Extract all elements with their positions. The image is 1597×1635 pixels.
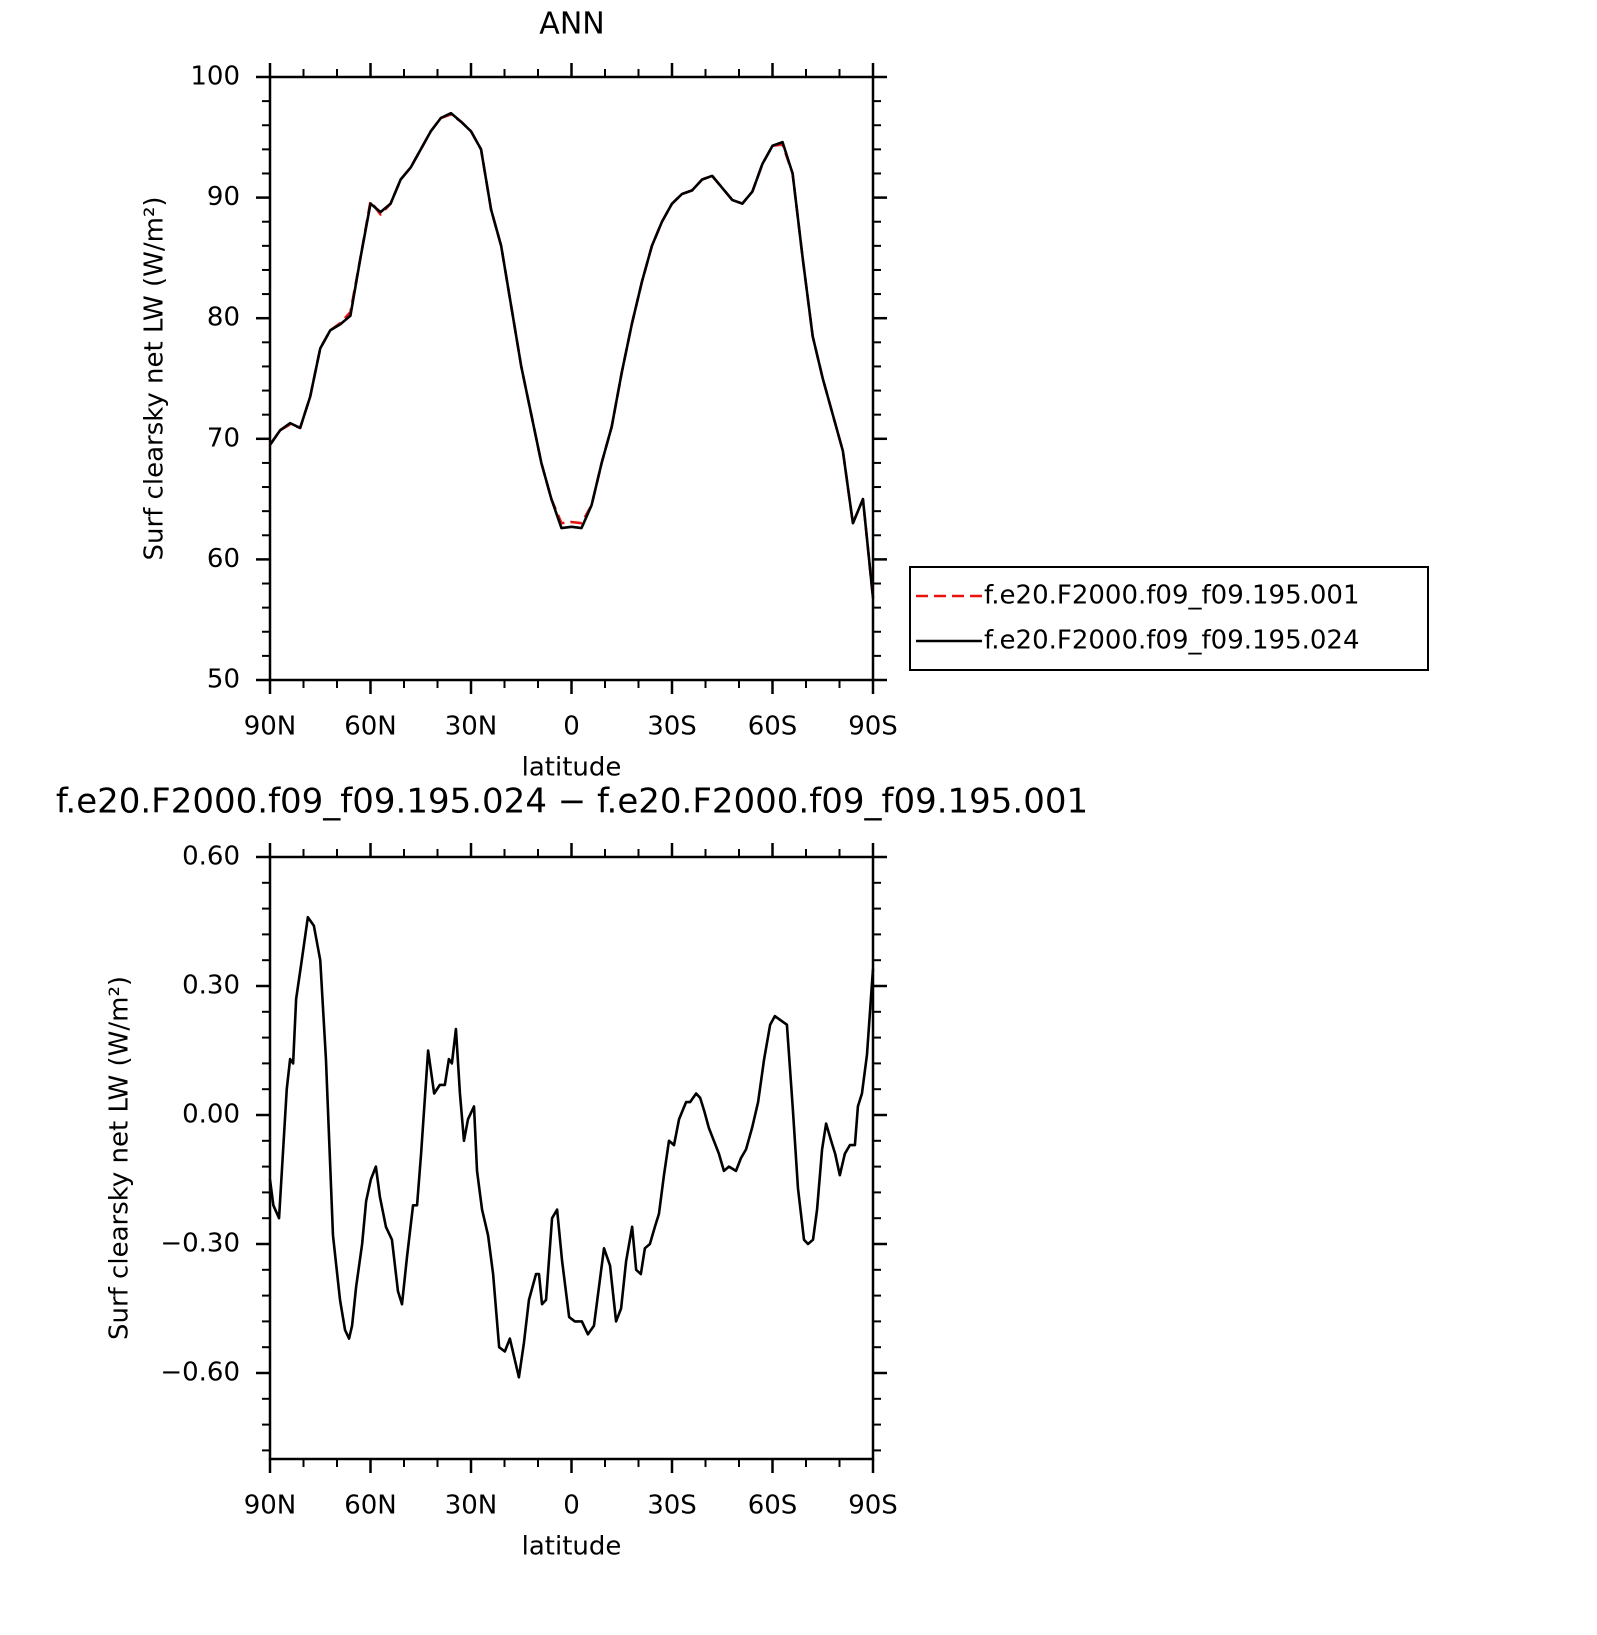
y-tick-label: 0.30: [182, 971, 240, 1001]
y-tick-label: 100: [190, 62, 240, 92]
y-tick-label: 80: [207, 303, 240, 333]
y-tick-label: 60: [207, 544, 240, 574]
x-tick-label: 90N: [244, 1491, 297, 1521]
x-tick-label: 30N: [445, 712, 498, 742]
x-tick-label: 60S: [748, 1491, 798, 1521]
y-tick-label: 70: [207, 423, 240, 453]
legend-label: f.e20.F2000.f09_f09.195.001: [984, 581, 1360, 611]
x-tick-label: 30N: [445, 1491, 498, 1521]
x-axis-label: latitude: [522, 1532, 622, 1562]
x-tick-label: 0: [563, 712, 580, 742]
data-line: [268, 113, 875, 599]
x-tick-label: 60N: [344, 712, 397, 742]
x-tick-label: 30S: [647, 1491, 697, 1521]
x-tick-label: 90N: [244, 712, 297, 742]
y-tick-label: 90: [207, 182, 240, 212]
legend-label: f.e20.F2000.f09_f09.195.024: [984, 626, 1360, 656]
y-tick-label: 0.60: [182, 842, 240, 872]
x-tick-label: 0: [563, 1491, 580, 1521]
x-tick-label: 30S: [647, 712, 697, 742]
chart-title: ANN: [539, 7, 604, 42]
y-tick-label: −0.30: [160, 1229, 240, 1259]
y-axis-label: Surf clearsky net LW (W/m²): [105, 976, 135, 1340]
x-tick-label: 90S: [848, 712, 898, 742]
legend-box: [909, 566, 1429, 671]
y-tick-label: 50: [207, 665, 240, 695]
x-axis-label: latitude: [522, 753, 622, 783]
plot-frame: [268, 75, 875, 682]
y-axis-label: Surf clearsky net LW (W/m²): [140, 196, 170, 560]
x-tick-label: 60N: [344, 1491, 397, 1521]
x-tick-label: 90S: [848, 1491, 898, 1521]
plot-frame: [268, 855, 875, 1461]
y-tick-label: 0.00: [182, 1100, 240, 1130]
data-line: [268, 915, 875, 1379]
y-tick-label: −0.60: [160, 1358, 240, 1388]
x-tick-label: 60S: [748, 712, 798, 742]
chart-title: f.e20.F2000.f09_f09.195.024 − f.e20.F200…: [56, 782, 1088, 822]
data-line: [268, 111, 875, 599]
